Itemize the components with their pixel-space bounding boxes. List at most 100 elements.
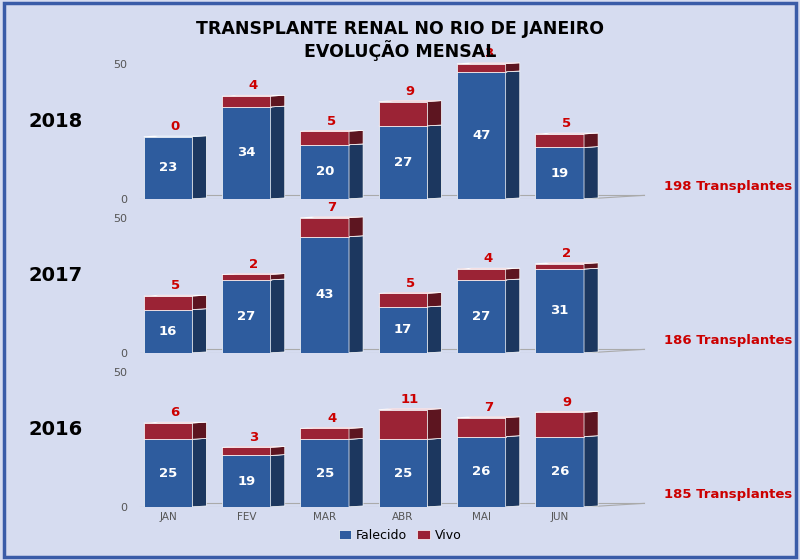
Polygon shape xyxy=(427,125,442,199)
Text: 4: 4 xyxy=(249,80,258,92)
Text: 23: 23 xyxy=(159,161,178,174)
Polygon shape xyxy=(378,307,427,353)
Polygon shape xyxy=(535,264,584,269)
Polygon shape xyxy=(222,280,270,353)
Text: 9: 9 xyxy=(406,85,414,98)
Legend: Falecido, Vivo: Falecido, Vivo xyxy=(334,524,466,547)
Polygon shape xyxy=(457,64,506,72)
Polygon shape xyxy=(144,137,192,199)
Polygon shape xyxy=(378,293,427,307)
Text: 6: 6 xyxy=(170,407,180,419)
Polygon shape xyxy=(301,236,363,237)
Polygon shape xyxy=(192,136,206,199)
Polygon shape xyxy=(457,269,506,280)
Text: 7: 7 xyxy=(327,201,336,214)
Polygon shape xyxy=(192,295,206,310)
Polygon shape xyxy=(584,263,598,269)
Polygon shape xyxy=(427,292,442,307)
Text: 0: 0 xyxy=(170,120,180,133)
Polygon shape xyxy=(535,133,598,134)
Polygon shape xyxy=(584,436,598,507)
Polygon shape xyxy=(457,417,520,418)
Polygon shape xyxy=(222,106,285,107)
Polygon shape xyxy=(144,310,192,353)
Polygon shape xyxy=(144,439,192,507)
Polygon shape xyxy=(378,101,427,126)
Text: 5: 5 xyxy=(170,279,180,292)
Polygon shape xyxy=(506,279,520,353)
Text: 2: 2 xyxy=(562,247,571,260)
Polygon shape xyxy=(349,144,363,199)
Text: 2: 2 xyxy=(249,258,258,271)
Polygon shape xyxy=(535,437,584,507)
Text: 34: 34 xyxy=(237,146,256,160)
Text: EVOLUÇÃO MENSAL: EVOLUÇÃO MENSAL xyxy=(304,40,496,61)
Text: 25: 25 xyxy=(315,466,334,479)
Text: 9: 9 xyxy=(562,395,571,409)
Polygon shape xyxy=(506,71,520,199)
Polygon shape xyxy=(427,409,442,439)
Polygon shape xyxy=(270,274,285,280)
Polygon shape xyxy=(270,95,285,107)
Polygon shape xyxy=(349,438,363,507)
Text: 186 Transplantes: 186 Transplantes xyxy=(664,334,792,347)
Text: 2018: 2018 xyxy=(29,113,83,131)
Polygon shape xyxy=(378,292,442,293)
Polygon shape xyxy=(427,438,442,507)
Text: 31: 31 xyxy=(550,305,569,318)
Polygon shape xyxy=(584,268,598,353)
Polygon shape xyxy=(349,236,363,353)
Text: 3: 3 xyxy=(249,431,258,444)
Polygon shape xyxy=(270,455,285,507)
Polygon shape xyxy=(378,306,442,307)
Polygon shape xyxy=(378,409,427,439)
Text: 26: 26 xyxy=(472,465,490,478)
Polygon shape xyxy=(378,439,427,507)
Polygon shape xyxy=(144,296,192,310)
Text: 27: 27 xyxy=(472,310,490,323)
Polygon shape xyxy=(535,269,584,353)
Polygon shape xyxy=(457,279,520,280)
Polygon shape xyxy=(222,95,285,96)
Polygon shape xyxy=(270,279,285,353)
Polygon shape xyxy=(301,218,349,237)
Polygon shape xyxy=(584,147,598,199)
Polygon shape xyxy=(457,418,506,437)
Polygon shape xyxy=(301,217,363,218)
Polygon shape xyxy=(584,412,598,437)
Polygon shape xyxy=(144,438,206,439)
Polygon shape xyxy=(457,280,506,353)
Polygon shape xyxy=(301,145,349,199)
Polygon shape xyxy=(301,439,349,507)
Polygon shape xyxy=(222,455,270,507)
Polygon shape xyxy=(535,134,584,147)
Text: 19: 19 xyxy=(238,475,255,488)
Text: 7: 7 xyxy=(484,401,493,414)
Polygon shape xyxy=(301,131,349,145)
Polygon shape xyxy=(222,446,285,447)
Text: 2016: 2016 xyxy=(29,421,83,439)
Text: 4: 4 xyxy=(327,412,336,425)
Polygon shape xyxy=(506,268,520,280)
Polygon shape xyxy=(457,72,506,199)
Text: 25: 25 xyxy=(394,466,412,479)
Polygon shape xyxy=(535,147,584,199)
Text: 26: 26 xyxy=(550,465,569,478)
Polygon shape xyxy=(349,428,363,439)
Polygon shape xyxy=(301,144,363,145)
Text: 2017: 2017 xyxy=(29,267,83,285)
Text: 5: 5 xyxy=(562,117,571,130)
Text: 3: 3 xyxy=(484,47,493,60)
Polygon shape xyxy=(144,422,206,423)
Polygon shape xyxy=(222,279,285,280)
Polygon shape xyxy=(506,436,520,507)
Polygon shape xyxy=(427,306,442,353)
Polygon shape xyxy=(349,130,363,145)
Polygon shape xyxy=(144,309,206,310)
Polygon shape xyxy=(192,438,206,507)
Text: 17: 17 xyxy=(394,323,412,337)
Polygon shape xyxy=(378,125,442,126)
Polygon shape xyxy=(584,133,598,147)
Polygon shape xyxy=(427,101,442,126)
Polygon shape xyxy=(222,447,270,455)
